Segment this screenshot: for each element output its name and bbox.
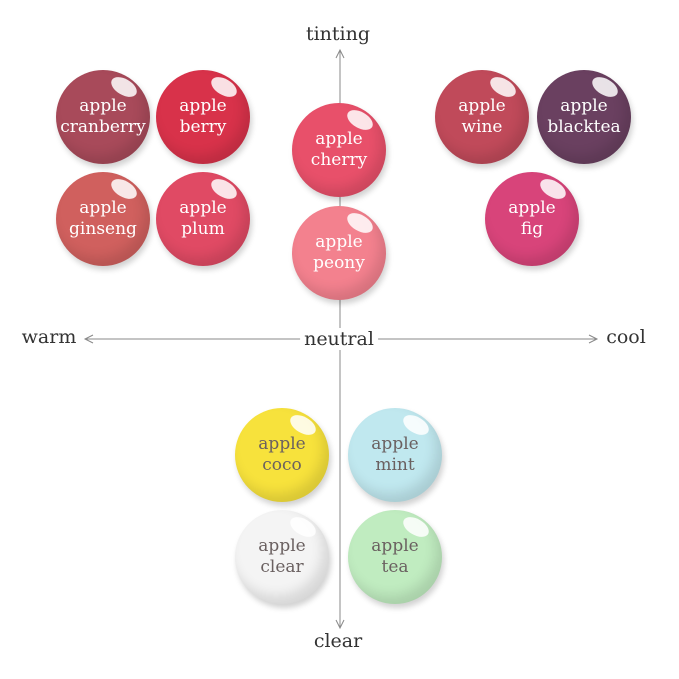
shade-label: apple	[179, 96, 227, 116]
axis-label-cool: cool	[602, 326, 650, 348]
shade-name: plum	[181, 219, 225, 239]
shade-label: apple	[560, 96, 608, 116]
shade-berry: apple berry	[156, 70, 250, 164]
shade-wine: apple wine	[435, 70, 529, 164]
shade-mint: apple mint	[348, 408, 442, 502]
shade-tea: apple tea	[348, 510, 442, 604]
shade-name: peony	[313, 253, 365, 273]
shade-name: coco	[262, 455, 302, 475]
axis-label-clear: clear	[309, 630, 367, 652]
shade-label: apple	[79, 96, 127, 116]
arrow-right-icon	[588, 334, 599, 344]
shade-coco: apple coco	[235, 408, 329, 502]
shade-name: ginseng	[69, 219, 137, 239]
shade-label: apple	[179, 198, 227, 218]
shade-name: wine	[461, 117, 503, 137]
shade-name: mint	[375, 455, 415, 475]
axis-label-neutral: neutral	[300, 328, 378, 350]
shade-name: clear	[260, 557, 304, 577]
shade-name: blacktea	[547, 117, 621, 137]
shade-fig: apple fig	[485, 172, 579, 266]
shade-label: apple	[371, 434, 419, 454]
shade-label: apple	[371, 536, 419, 556]
axis-label-tinting: tinting	[301, 23, 375, 45]
shade-label: apple	[508, 198, 556, 218]
shade-name: cherry	[310, 150, 368, 170]
shade-ginseng: apple ginseng	[56, 172, 150, 266]
shade-cranberry: apple cranberry	[56, 70, 150, 164]
arrow-down-icon	[335, 619, 345, 630]
shade-label: apple	[258, 434, 306, 454]
arrow-left-icon	[83, 334, 94, 344]
shade-cherry: apple cherry	[292, 103, 386, 197]
shade-name: tea	[381, 557, 409, 577]
shade-label: apple	[458, 96, 506, 116]
shade-label: apple	[315, 232, 363, 252]
shade-label: apple	[79, 198, 127, 218]
shade-name: berry	[179, 117, 227, 137]
shade-blacktea: apple blacktea	[537, 70, 631, 164]
shade-clear: apple clear	[235, 510, 329, 604]
shade-name: cranberry	[60, 117, 146, 137]
shade-name: fig	[520, 219, 544, 239]
shade-plum: apple plum	[156, 172, 250, 266]
axis-label-warm: warm	[17, 326, 81, 348]
shade-label: apple	[258, 536, 306, 556]
shade-label: apple	[315, 129, 363, 149]
shade-peony: apple peony	[292, 206, 386, 300]
arrow-up-icon	[335, 48, 345, 59]
